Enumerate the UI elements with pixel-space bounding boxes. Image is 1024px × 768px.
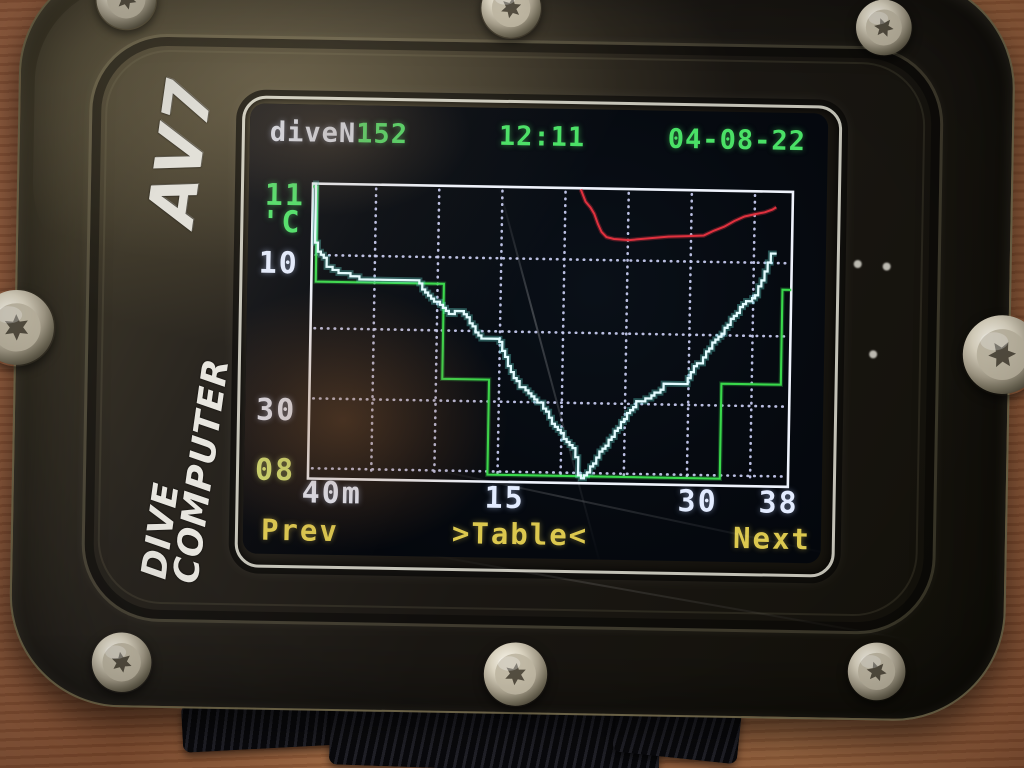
dive-profile-chart (306, 180, 795, 489)
torx-screw (95, 0, 158, 31)
screws-layer (0, 0, 1024, 706)
torx-screw (846, 641, 907, 702)
torx-screw (854, 0, 913, 57)
torx-screw (960, 313, 1024, 396)
torx-screw (480, 0, 543, 40)
reflection-dot (853, 259, 862, 269)
lcd-screen: diveN152 12:11 04-08-22 11 'C 10 30 08 4… (242, 103, 829, 564)
torx-screw (90, 631, 153, 694)
torx-screw (0, 288, 56, 367)
glass-glare-diagonal (242, 103, 829, 564)
torx-screw (482, 641, 549, 708)
